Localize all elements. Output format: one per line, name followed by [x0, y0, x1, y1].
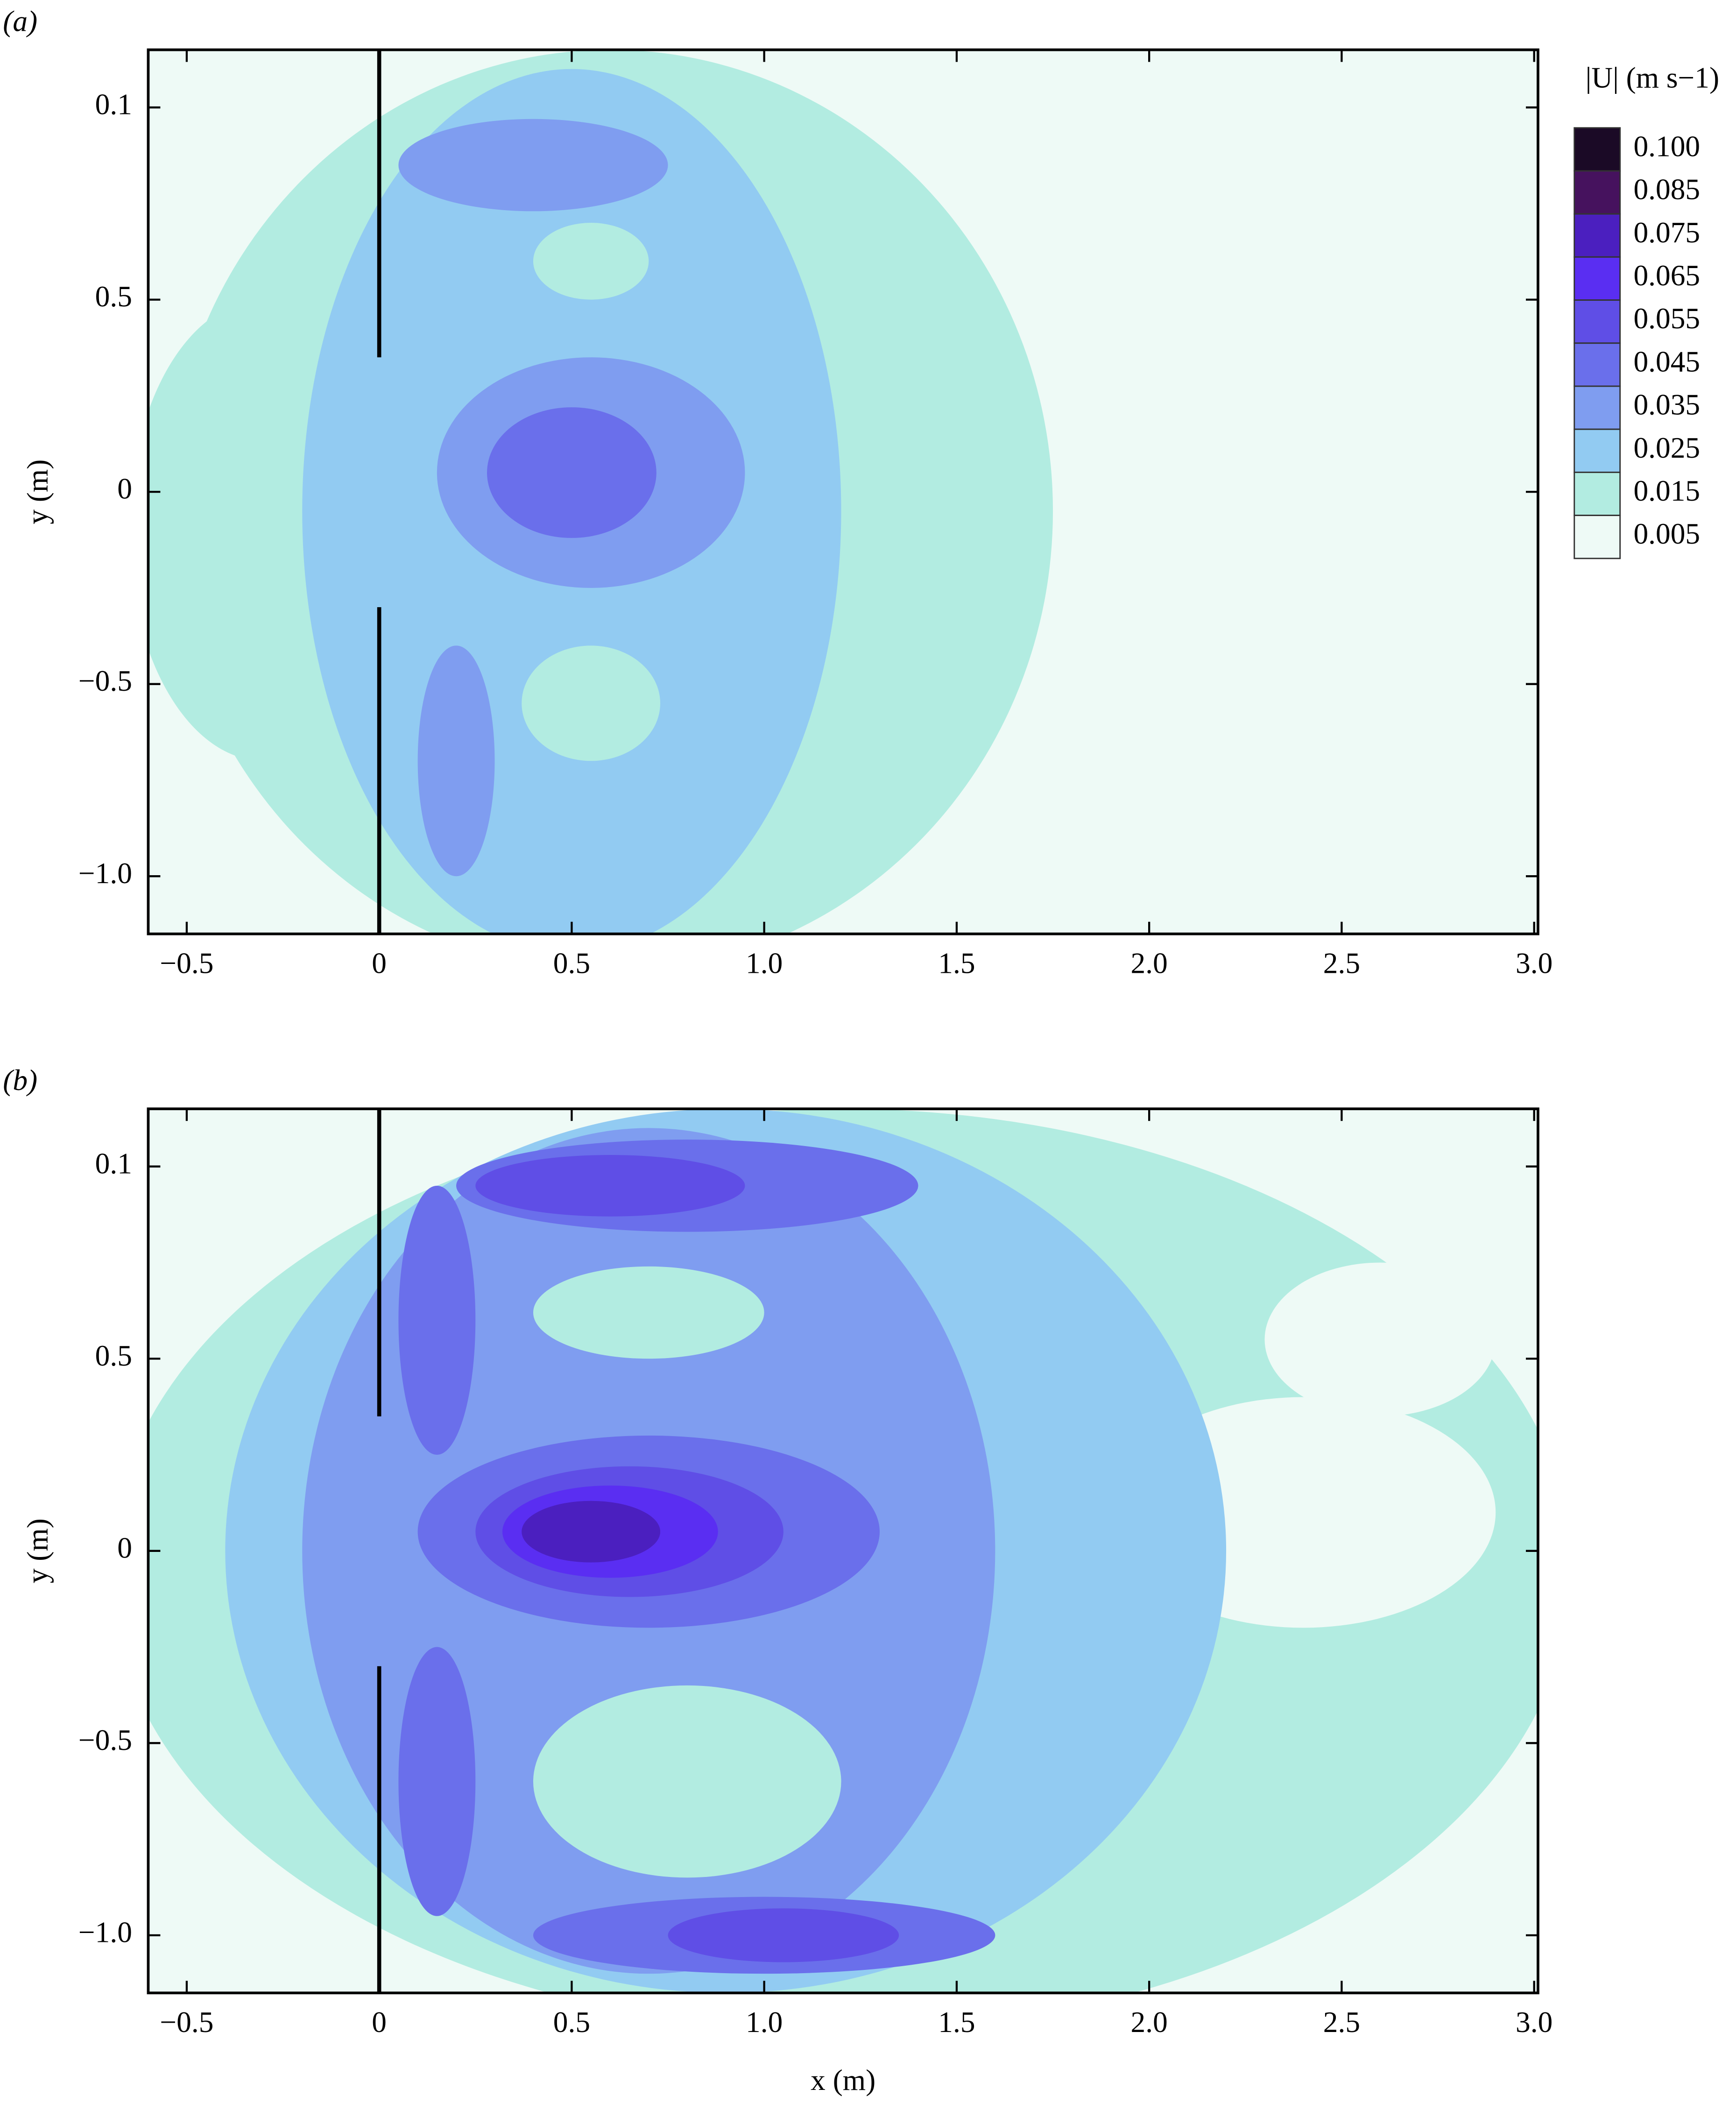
contour-region — [487, 407, 656, 538]
colorbar-swatch — [1574, 342, 1621, 387]
colorbar-label: 0.100 — [1634, 130, 1701, 163]
y-tick-label: 0.5 — [95, 280, 132, 313]
contour-region — [533, 222, 649, 300]
colorbar-label: 0.025 — [1634, 432, 1701, 464]
colorbar-swatch — [1574, 170, 1621, 215]
x-tick-label: 1.0 — [746, 2006, 783, 2039]
contour-region — [522, 1501, 661, 1563]
x-tick-label: 3.0 — [1516, 2006, 1553, 2039]
x-tick-label: 1.5 — [938, 2006, 975, 2039]
y-tick-label: 0.1 — [95, 88, 132, 121]
y-tick-label: −0.5 — [78, 1724, 132, 1756]
colorbar-swatch — [1574, 385, 1621, 430]
contour-field — [148, 1109, 1538, 1993]
x-axis-label: x (m) — [811, 2064, 875, 2096]
contour-region — [398, 1647, 476, 1916]
panel-label: (b) — [3, 1064, 37, 1097]
x-tick-label: 0 — [372, 2006, 387, 2039]
contour-region — [398, 119, 668, 212]
x-tick-label: 3.0 — [1516, 947, 1553, 979]
y-tick-label: −1.0 — [78, 857, 132, 890]
contour-region — [668, 1908, 899, 1962]
x-tick-label: 0.5 — [553, 2006, 590, 2039]
x-tick-label: 0.5 — [553, 947, 590, 979]
x-tick-label: −0.5 — [160, 2006, 213, 2039]
x-tick-label: 2.5 — [1323, 947, 1360, 979]
colorbar-label: 0.075 — [1634, 216, 1701, 249]
y-tick-label: 0.5 — [95, 1339, 132, 1372]
colorbar-label: 0.085 — [1634, 173, 1701, 206]
contour-region — [1264, 1262, 1496, 1416]
y-tick-label: 0 — [117, 473, 132, 505]
y-tick-label: −0.5 — [78, 665, 132, 697]
colorbar-swatch — [1574, 471, 1621, 517]
colorbar-swatch — [1574, 428, 1621, 473]
x-tick-label: 2.0 — [1131, 947, 1168, 979]
colorbar-label: 0.055 — [1634, 302, 1701, 335]
colorbar-swatch — [1574, 299, 1621, 344]
contour-region — [475, 1155, 745, 1217]
colorbar-label: 0.065 — [1634, 259, 1701, 292]
x-tick-label: 2.0 — [1131, 2006, 1168, 2039]
colorbar-swatch — [1574, 256, 1621, 301]
colorbar-label: 0.045 — [1634, 345, 1701, 378]
colorbar-label: 0.035 — [1634, 389, 1701, 421]
y-axis-label: y (m) — [21, 1518, 54, 1583]
x-tick-label: −0.5 — [160, 947, 213, 979]
y-tick-label: 0 — [117, 1531, 132, 1564]
colorbar-label: 0.015 — [1634, 474, 1701, 507]
y-tick-label: −1.0 — [78, 1916, 132, 1948]
panel-label: (a) — [3, 5, 37, 37]
contour-region — [533, 1266, 764, 1359]
x-tick-label: 2.5 — [1323, 2006, 1360, 2039]
x-tick-label: 1.0 — [746, 947, 783, 979]
x-tick-label: 0 — [372, 947, 387, 979]
contour-region — [417, 645, 495, 877]
contour-region — [522, 645, 661, 761]
y-tick-label: 0.1 — [95, 1147, 132, 1180]
contour-region — [533, 1685, 841, 1878]
x-tick-label: 1.5 — [938, 947, 975, 979]
y-axis-label: y (m) — [21, 460, 54, 524]
colorbar-label: 0.005 — [1634, 517, 1701, 550]
colorbar-swatch — [1574, 127, 1621, 172]
colorbar-title: |U| (m s−1) — [1586, 61, 1719, 94]
contour-field — [148, 50, 1538, 934]
contour-region — [398, 1185, 476, 1455]
colorbar-swatch — [1574, 515, 1621, 559]
colorbar-swatch — [1574, 213, 1621, 258]
